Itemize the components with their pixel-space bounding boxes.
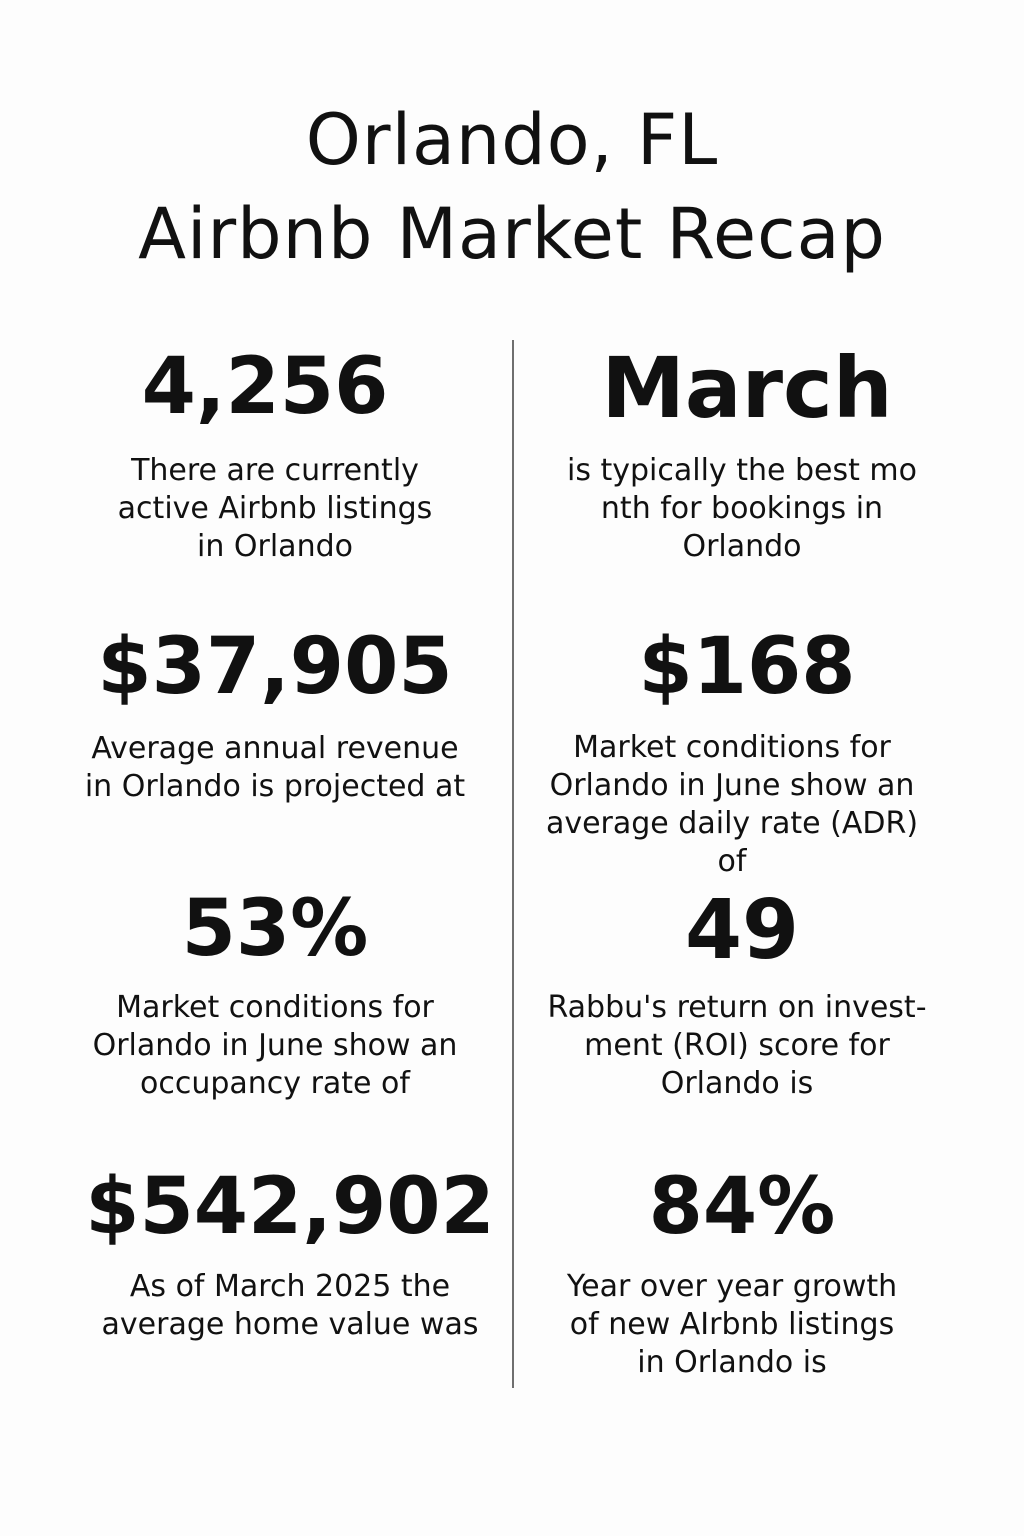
description-line: is typically the best mo: [566, 453, 917, 488]
listing-growth-description: Year over year growth of new AIrbnb list…: [532, 1268, 932, 1382]
active-listings-description: There are currently active Airbnb listin…: [60, 452, 490, 566]
description-line: active Airbnb listings: [117, 491, 433, 526]
description-line: in Orlando: [197, 529, 353, 564]
roi-score-value: 49: [684, 883, 800, 978]
page-title-line-1: Orlando, FL: [305, 99, 719, 181]
listing-growth-value: 84%: [648, 1162, 836, 1252]
occupancy-rate-description: Market conditions for Orlando in June sh…: [60, 989, 490, 1103]
annual-revenue-description: Average annual revenue in Orlando is pro…: [45, 730, 505, 806]
home-value-value: $542,902: [85, 1162, 495, 1252]
description-line: Orlando is: [660, 1066, 814, 1101]
description-line: As of March 2025 the: [129, 1269, 451, 1304]
column-divider: [512, 340, 514, 1388]
average-daily-rate-value: $168: [638, 622, 856, 712]
description-line: average daily rate (ADR): [545, 806, 919, 841]
roi-score-description: Rabbu's return on invest- ment (ROI) sco…: [532, 989, 942, 1103]
description-line: Market conditions for: [116, 990, 434, 1025]
page-title-line-2: Airbnb Market Recap: [138, 193, 886, 275]
description-line: Average annual revenue: [91, 731, 459, 766]
best-month-value: March: [601, 339, 893, 437]
description-line: nth for bookings in: [600, 491, 884, 526]
description-line: Orlando in June show an: [92, 1028, 458, 1063]
best-month-description: is typically the best mo nth for booking…: [532, 452, 952, 566]
description-line: occupancy rate of: [140, 1066, 410, 1101]
description-line: of: [717, 844, 747, 879]
annual-revenue-value: $37,905: [97, 622, 453, 712]
description-line: Orlando in June show an: [549, 768, 915, 803]
occupancy-rate-value: 53%: [181, 884, 369, 974]
home-value-description: As of March 2025 the average home value …: [60, 1268, 520, 1344]
description-line: Year over year growth: [566, 1269, 898, 1304]
description-line: in Orlando is projected at: [84, 769, 466, 804]
description-line: ment (ROI) score for: [584, 1028, 890, 1063]
description-line: Market conditions for: [573, 730, 891, 765]
description-line: average home value was: [101, 1307, 479, 1342]
description-line: of new AIrbnb listings: [569, 1307, 895, 1342]
description-line: Orlando: [682, 529, 802, 564]
description-line: in Orlando is: [637, 1345, 827, 1380]
average-daily-rate-description: Market conditions for Orlando in June sh…: [532, 729, 932, 881]
description-line: Rabbu's return on invest-: [547, 990, 927, 1025]
description-line: There are currently: [131, 453, 419, 488]
active-listings-value: 4,256: [141, 342, 389, 432]
